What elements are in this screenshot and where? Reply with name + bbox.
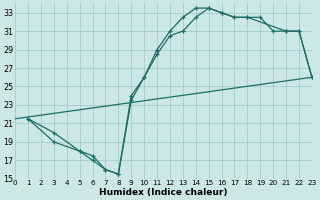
X-axis label: Humidex (Indice chaleur): Humidex (Indice chaleur) xyxy=(99,188,228,197)
